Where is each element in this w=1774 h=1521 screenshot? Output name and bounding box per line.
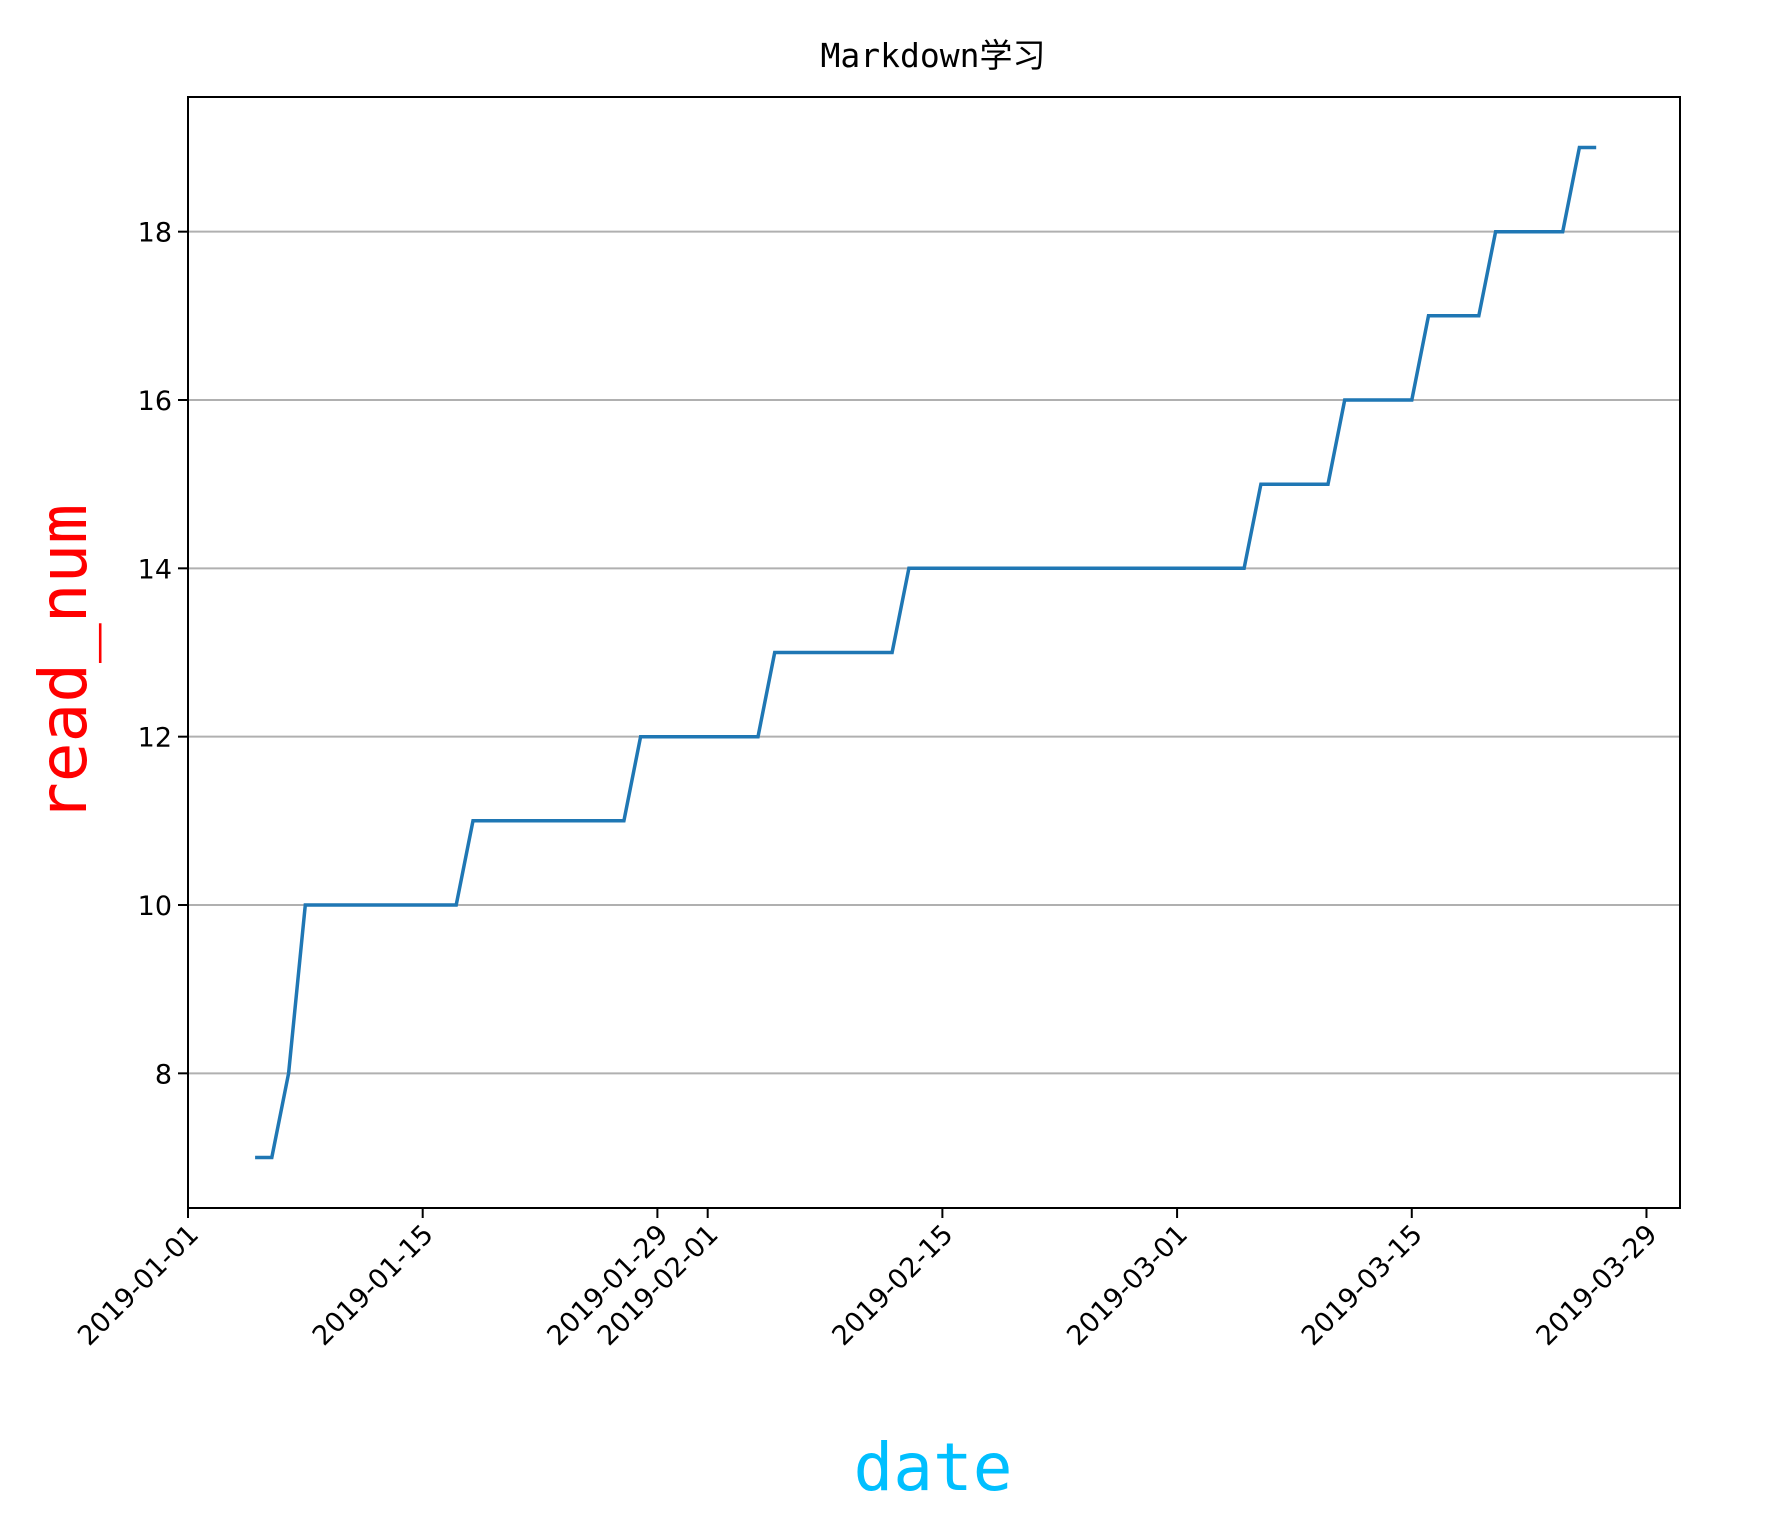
y-tick-label: 10 — [138, 891, 172, 922]
y-tick-label: 8 — [155, 1059, 172, 1090]
x-tick-label: 2019-03-15 — [1296, 1219, 1429, 1352]
grid-lines — [188, 230, 1680, 1075]
y-axis-title: read_num — [25, 504, 102, 822]
x-axis: 2019-01-01 2019-01-15 2019-01-292019-02-01… — [72, 1208, 1663, 1352]
y-tick-label: 12 — [138, 723, 172, 754]
x-tick-label: 2019-03-29 — [1531, 1219, 1664, 1352]
x-tick-label: 2019-01-15 — [307, 1219, 440, 1352]
read-num-series-line — [255, 145, 1597, 1160]
y-tick-label: 14 — [138, 554, 172, 585]
plot-area-frame — [187, 96, 1681, 1209]
x-tick-label: 2019-02-15 — [826, 1219, 959, 1352]
y-axis: 8 10 12 14 16 18 — [138, 218, 188, 1090]
chart-title: Markdown学习 — [821, 36, 1046, 75]
y-tick-label: 18 — [138, 218, 172, 249]
y-tick-label: 16 — [138, 386, 172, 417]
x-axis-title: date — [854, 1429, 1013, 1506]
x-tick-label: 2019-01-01 — [72, 1219, 205, 1352]
x-tick-label: 2019-03-01 — [1061, 1219, 1194, 1352]
